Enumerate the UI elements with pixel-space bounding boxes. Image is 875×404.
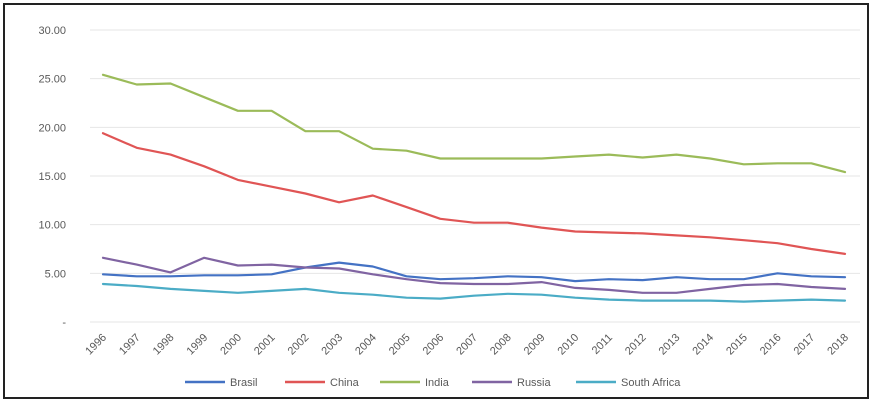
y-tick-label: 15.00 <box>38 171 66 183</box>
x-tick-label: 1999 <box>185 332 211 358</box>
y-tick-label: 10.00 <box>38 220 66 232</box>
legend-label-brasil: Brasil <box>230 377 258 389</box>
y-tick-label: 25.00 <box>38 74 66 86</box>
x-axis-tick-labels: 1996 1997 1998 1999 2000 2001 2002 2003 2004 2005… <box>83 332 851 358</box>
y-tick-label: 20.00 <box>38 122 66 134</box>
chart-frame <box>3 3 869 399</box>
series-line-brasil <box>101 261 847 283</box>
x-tick-label: 2005 <box>387 332 413 358</box>
x-tick-label: 2011 <box>590 332 615 357</box>
x-tick-label: 2017 <box>792 332 818 358</box>
series-lines <box>101 73 847 303</box>
x-tick-label: 1997 <box>117 332 143 358</box>
x-tick-label: 2006 <box>421 332 447 358</box>
y-tick-label: 30.00 <box>38 25 66 37</box>
x-tick-label: 2010 <box>556 332 582 358</box>
x-tick-label: 2012 <box>623 332 649 358</box>
x-tick-label: 2009 <box>522 332 548 358</box>
x-tick-label: 2013 <box>657 332 683 358</box>
x-tick-label: 2007 <box>454 332 480 358</box>
series-line-india <box>101 73 847 174</box>
x-tick-label: 2003 <box>319 332 345 358</box>
legend: Brasil China India Russia South Africa <box>185 377 681 389</box>
x-tick-label: 2004 <box>353 332 379 358</box>
x-tick-label: 2008 <box>488 332 514 358</box>
legend-label-china: China <box>330 377 360 389</box>
y-tick-label: 5.00 <box>45 268 66 280</box>
legend-label-south-africa: South Africa <box>621 377 681 389</box>
x-tick-label: 2016 <box>758 332 784 358</box>
legend-label-russia: Russia <box>517 377 552 389</box>
series-line-russia <box>101 256 847 294</box>
x-tick-label: 1998 <box>151 332 177 358</box>
x-tick-label: 2001 <box>252 332 278 358</box>
legend-label-india: India <box>425 377 450 389</box>
y-axis-tick-labels: - 5.00 10.00 15.00 20.00 25.00 30.00 <box>38 25 66 329</box>
series-line-south-africa <box>101 282 847 303</box>
x-tick-label: 2018 <box>825 332 851 358</box>
grid-lines <box>90 29 860 323</box>
x-tick-label: 2014 <box>690 332 716 358</box>
x-tick-label: 2002 <box>286 332 312 358</box>
x-tick-label: 2015 <box>724 332 750 358</box>
x-tick-label: 2000 <box>218 332 244 358</box>
x-tick-label: 1996 <box>83 332 109 358</box>
y-tick-label: - <box>62 317 66 329</box>
series-line-china <box>101 132 847 255</box>
